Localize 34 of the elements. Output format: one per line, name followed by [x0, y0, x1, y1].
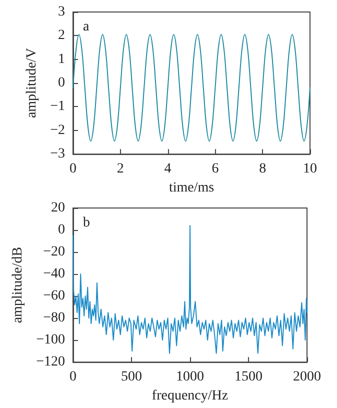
x-tick-label: 4	[164, 162, 172, 177]
line-series	[72, 225, 308, 354]
y-tick-label: 1	[58, 52, 65, 67]
y-tick-label: 0	[58, 76, 65, 91]
y-tick-label: −120	[36, 354, 65, 370]
x-axis-title: time/ms	[168, 180, 214, 196]
y-tick-label: 0	[58, 222, 65, 238]
y-tick-label: −100	[36, 332, 65, 348]
y-tick-label: −2	[50, 122, 65, 138]
y-tick-label: −80	[43, 310, 65, 326]
x-axis-title: frequency/Hz	[152, 388, 228, 404]
x-tick-label: 0	[70, 370, 76, 385]
x-tick-label: 8	[259, 162, 266, 177]
y-tick-label: −40	[43, 266, 65, 282]
x-tick-label: 500	[121, 370, 142, 385]
y-tick-label: −3	[50, 146, 65, 162]
y-tick-label: −60	[43, 288, 65, 304]
annotation: b	[83, 216, 90, 230]
y-tick-label: −20	[43, 244, 65, 260]
x-tick-label: 10	[303, 162, 317, 177]
y-tick-label: 2	[58, 28, 65, 44]
y-axis-title: amplitude/dB	[10, 246, 26, 324]
x-tick-label: 2000	[293, 370, 321, 385]
x-tick-label: 6	[212, 162, 219, 177]
x-tick-label: 1500	[234, 370, 262, 385]
x-tick-label: 2	[116, 162, 124, 177]
annotation: a	[83, 20, 90, 34]
y-tick-label: 20	[51, 200, 65, 216]
x-tick-label: 0	[70, 162, 76, 177]
y-axis-title: amplitude/V	[24, 48, 40, 118]
line-series	[72, 34, 310, 142]
y-tick-label: 3	[58, 4, 65, 20]
y-tick-label: −1	[50, 99, 65, 114]
x-tick-label: 1000	[176, 370, 204, 385]
